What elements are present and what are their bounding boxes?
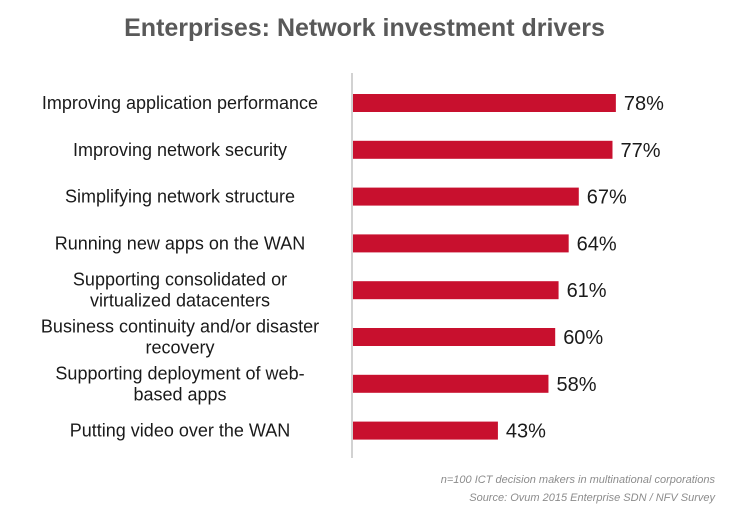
- bar-supporting-deployment-of-web-based-apps: [353, 374, 549, 393]
- category-label: Simplifying network structure: [65, 187, 295, 207]
- data-label: 61%: [567, 280, 607, 302]
- chart-title: Enterprises: Network investment drivers: [124, 14, 605, 42]
- bar-simplifying-network-structure: [353, 187, 579, 206]
- bars-group: 78% Improving application performance 77% I…: [41, 93, 664, 443]
- category-label: Supporting deployment of web-based apps: [55, 363, 304, 404]
- footnote: n=100 ICT decision makers in multination…: [440, 474, 715, 486]
- data-label: 58%: [556, 374, 596, 396]
- data-label: 60%: [563, 327, 603, 349]
- bar-putting-video-over-the-wan: [353, 421, 498, 440]
- data-label: 67%: [587, 187, 627, 209]
- category-label: Supporting consolidated or virtualized da…: [73, 270, 287, 311]
- data-label: 78%: [624, 93, 664, 115]
- category-label: Business continuity and/or disaster recov…: [41, 317, 319, 358]
- category-label: Improving application performance: [42, 93, 318, 113]
- data-label: 77%: [620, 140, 660, 162]
- source-note: Source: Ovum 2015 Enterprise SDN / NFV S…: [469, 492, 715, 504]
- bar-running-new-apps-on-the-wan: [353, 234, 569, 253]
- category-label: Improving network security: [73, 140, 287, 160]
- data-label: 64%: [577, 233, 617, 255]
- bar-improving-network-security: [353, 140, 613, 159]
- bar-supporting-consolidated-or-virtualized-datacenters: [353, 281, 559, 300]
- data-label: 43%: [506, 421, 546, 443]
- category-label: Putting video over the WAN: [70, 421, 290, 441]
- bar-business-continuity-and-or-disaster-recovery: [353, 328, 556, 346]
- bar-improving-application-performance: [353, 94, 616, 112]
- category-label: Running new apps on the WAN: [55, 233, 305, 253]
